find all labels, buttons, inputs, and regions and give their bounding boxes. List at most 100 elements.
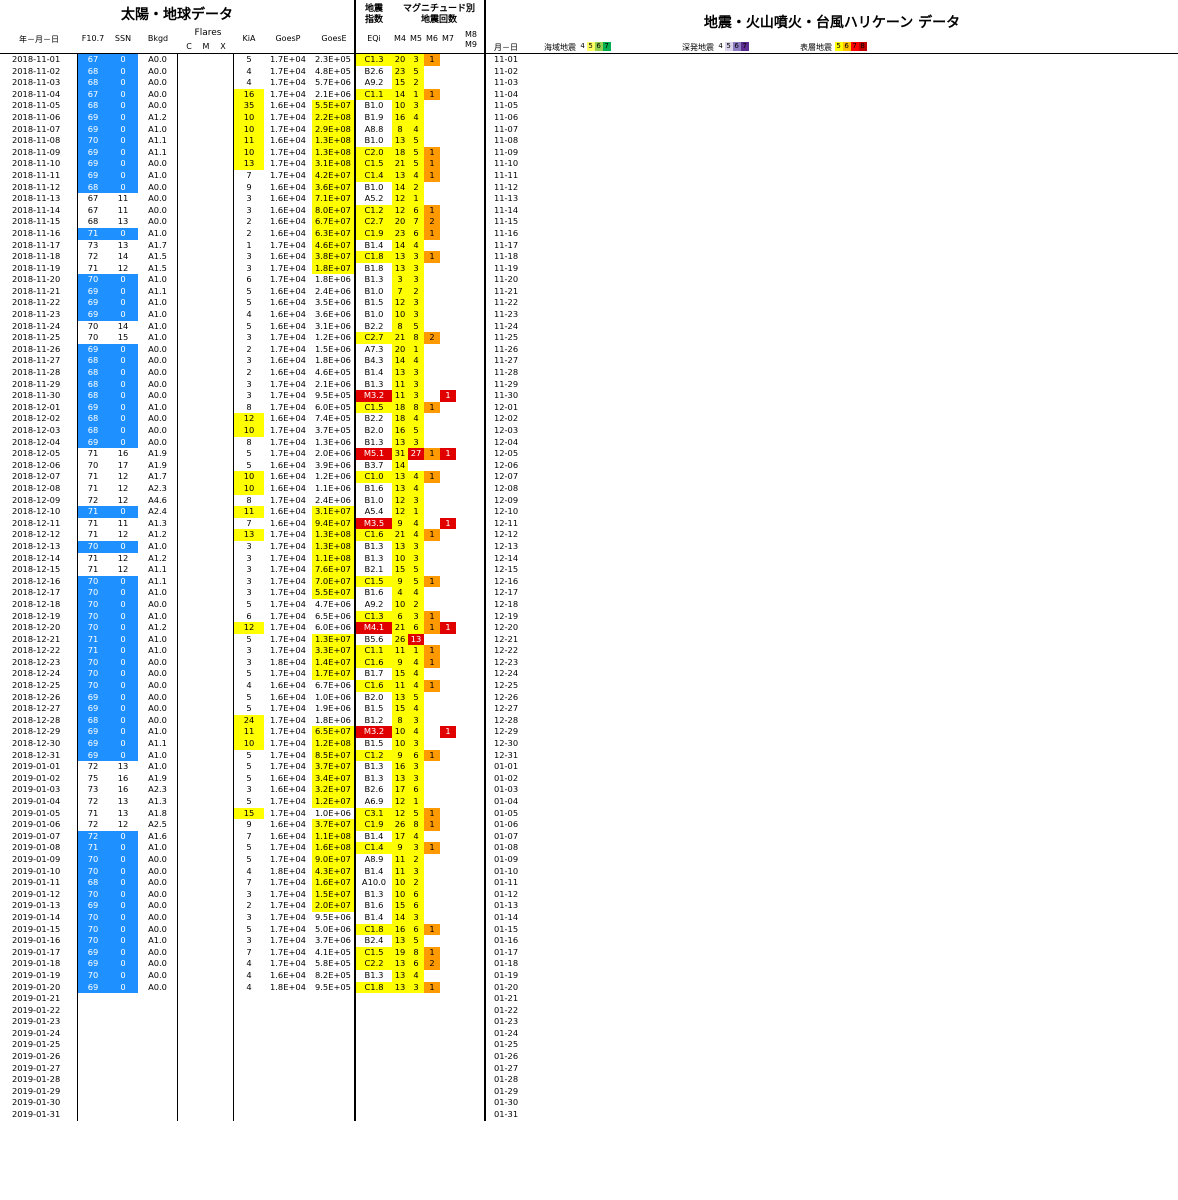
- cell-flares: [178, 123, 234, 136]
- cell-goese: 1.0E+06: [312, 807, 356, 820]
- cell-m7: [440, 147, 456, 159]
- cell-md: 11-28: [494, 367, 519, 378]
- cell-ssn: 0: [108, 946, 138, 959]
- cell-m6: [424, 889, 440, 901]
- cell-flares: [178, 309, 234, 321]
- cell-date: 2018-11-24: [0, 320, 78, 333]
- cell-date: 2018-12-04: [0, 436, 78, 449]
- cell-bkgd: A1.0: [138, 610, 178, 623]
- cell-m6: [424, 274, 440, 286]
- cell-bkgd: [138, 1097, 178, 1110]
- cell-flares: [178, 1085, 234, 1098]
- cell-date: 2018-11-29: [0, 378, 78, 391]
- cell-date: 2018-11-22: [0, 297, 78, 310]
- legend-surface-8: 8: [858, 42, 867, 51]
- cell-date: 2018-12-22: [0, 645, 78, 657]
- cell-flares: [178, 552, 234, 565]
- cell-bkgd: [138, 1074, 178, 1086]
- cell-eqi: B1.6: [364, 482, 384, 493]
- table-row: 2018-11-19 71 12 A1.5 3 1.7E+04 1.8E+07 B1.8 13 3…: [0, 262, 1178, 275]
- cell-kia: 10: [234, 146, 264, 159]
- cell-m7: [440, 668, 456, 680]
- cell-m5: 6: [408, 900, 424, 912]
- cell-md: 12-06: [494, 459, 519, 470]
- cell-m5: 1: [408, 193, 424, 205]
- table-row: 2018-11-06 69 0 A1.2 10 1.7E+04 2.2E+08 B1.9 16 4…: [0, 111, 1178, 124]
- cell-ev: [526, 251, 1178, 263]
- cell-f107: [78, 1051, 108, 1063]
- cell-f107: 72: [78, 830, 108, 843]
- cell-m7: [440, 784, 456, 796]
- cell-ev: [526, 958, 1178, 970]
- cell-goese: 7.0E+07: [312, 575, 356, 588]
- cell-date: 2018-11-20: [0, 274, 78, 286]
- cell-goese: 7.4E+05: [312, 413, 356, 425]
- cell-m5: 5: [408, 320, 424, 333]
- cell-goesp: 1.7E+04: [270, 274, 306, 285]
- cell-bkgd: A2.3: [138, 482, 178, 495]
- cell-kia: 7: [246, 877, 252, 888]
- cell-ev: [526, 529, 1178, 541]
- cell-m8: [456, 506, 486, 518]
- cell-f107: 69: [78, 946, 108, 959]
- cell-md: 12-21: [494, 633, 519, 644]
- cell-flares: [178, 738, 234, 750]
- cell-ev: [526, 993, 1178, 1005]
- cell-date: 2018-12-15: [0, 564, 78, 576]
- cell-goesp: 1.7E+04: [270, 65, 306, 76]
- cell-m8: [456, 274, 486, 286]
- cell-m7: [440, 634, 456, 646]
- cell-m8: [456, 749, 486, 762]
- cell-m4: 14: [392, 911, 408, 924]
- legend-sea-4: 4: [578, 42, 587, 51]
- cell-m8: [456, 726, 486, 739]
- cell-md: 11-05: [494, 100, 519, 111]
- table-row: 2018-12-03 68 0 A0.0 10 1.7E+04 3.7E+05 B2.0 16 5…: [0, 425, 1178, 437]
- cell-kia: 7: [246, 830, 252, 841]
- cell-ev: [526, 912, 1178, 924]
- cell-md: 01-27: [494, 1062, 519, 1073]
- cell-kia: 5: [246, 703, 252, 714]
- cell-m8: [456, 425, 486, 437]
- cell-m5: 6: [408, 227, 424, 240]
- cell-date: 2019-01-15: [0, 923, 78, 936]
- cell-goese: 5.7E+06: [312, 77, 356, 89]
- cell-date: 2019-01-23: [0, 1016, 78, 1028]
- cell-m8: [456, 981, 486, 994]
- cell-ssn: 0: [108, 958, 138, 970]
- cell-eqi: C1.6: [356, 680, 392, 692]
- cell-eqi: A9.2: [364, 598, 384, 609]
- cell-kia: 3: [246, 575, 252, 586]
- table-row: 2019-01-26 01-26: [0, 1051, 1178, 1063]
- cell-flares: [178, 598, 234, 611]
- cell-md: 12-01: [494, 401, 519, 412]
- cell-flares: [178, 193, 234, 205]
- cell-bkgd: A0.0: [138, 691, 178, 704]
- table-row: 2018-12-15 71 12 A1.1 3 1.7E+04 7.6E+07 B2.1 15 5…: [0, 564, 1178, 576]
- cell-bkgd: A1.2: [138, 622, 178, 634]
- cell-m8: [456, 1027, 486, 1040]
- cell-m5: 3: [408, 262, 424, 275]
- cell-m7: [440, 1016, 456, 1028]
- table-row: 2018-11-30 68 0 A0.0 3 1.7E+04 9.5E+05 M3.2 11 3 1…: [0, 390, 1178, 402]
- cell-ev: [526, 831, 1178, 843]
- cell-m5: 8: [408, 401, 424, 414]
- cell-md: 11-04: [494, 88, 519, 99]
- cell-m4: [392, 1097, 408, 1109]
- cell-md: 01-07: [494, 830, 519, 841]
- cell-m7: [440, 251, 456, 263]
- cell-m6: 1: [424, 749, 440, 762]
- cell-bkgd: A0.0: [138, 656, 178, 669]
- cell-md: 01-01: [494, 761, 519, 772]
- cell-ev: [526, 750, 1178, 762]
- cell-goese: 1.3E+07: [312, 633, 356, 646]
- cell-goese: 2.9E+08: [312, 123, 356, 136]
- cell-m4: [392, 993, 408, 1005]
- cell-m4: 13: [392, 436, 408, 449]
- cell-m7: [440, 158, 456, 170]
- cell-kia: 4: [246, 309, 252, 320]
- cell-m7: [440, 970, 456, 982]
- cell-goese: 3.4E+07: [312, 772, 356, 785]
- cell-date: 2019-01-25: [0, 1039, 78, 1052]
- cell-bkgd: A1.0: [138, 169, 178, 182]
